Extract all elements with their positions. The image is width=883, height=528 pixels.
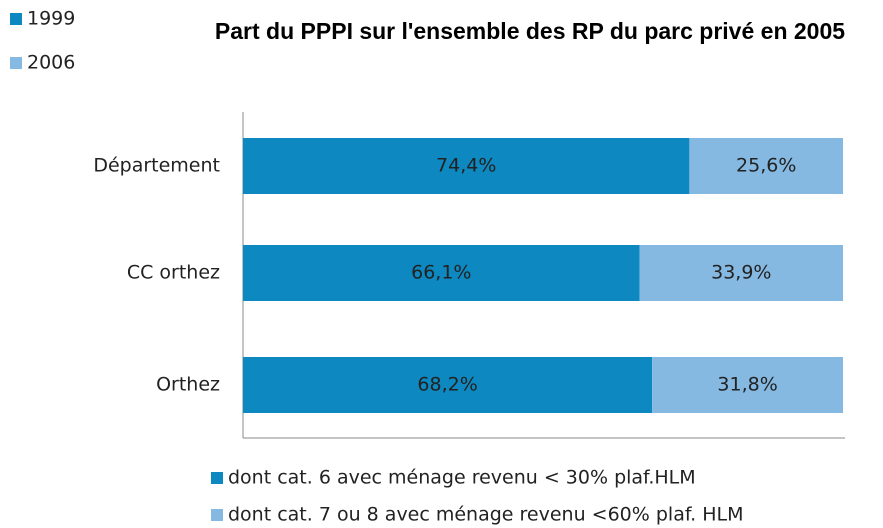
bar-segment	[689, 138, 843, 194]
data-label: 66,1%	[411, 262, 471, 284]
bar-segment	[652, 357, 843, 413]
bar-segment	[243, 357, 653, 413]
chart-title: Part du PPPI sur l'ensemble des RP du pa…	[214, 18, 846, 44]
legend-label: dont cat. 6 avec ménage revenu < 30% pla…	[228, 467, 696, 489]
legend-swatch	[211, 509, 223, 521]
legend-swatch	[211, 472, 223, 484]
data-label: 25,6%	[736, 155, 796, 177]
y-tick-label: Département	[93, 155, 220, 177]
y-tick-label: CC orthez	[127, 262, 220, 284]
bar-segment	[243, 245, 640, 301]
data-label: 31,8%	[717, 374, 777, 396]
bar-segment	[243, 138, 690, 194]
data-label: 33,9%	[711, 262, 771, 284]
legend-label: dont cat. 7 ou 8 avec ménage revenu <60%…	[228, 504, 744, 526]
y-tick-label: Orthez	[156, 374, 220, 396]
legend-label: 1999	[27, 8, 75, 30]
data-label: 74,4%	[436, 155, 496, 177]
legend-swatch	[10, 57, 22, 69]
bar-segment	[639, 245, 843, 301]
legend-label: 2006	[27, 52, 75, 74]
data-label: 68,2%	[417, 374, 477, 396]
legend-swatch	[10, 13, 22, 25]
